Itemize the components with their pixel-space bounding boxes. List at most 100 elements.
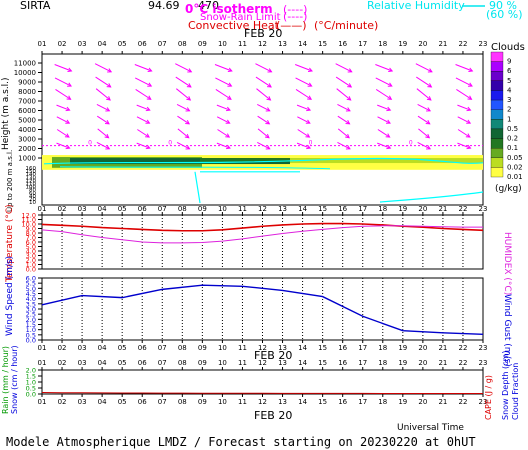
wind-arrow xyxy=(455,64,473,72)
cloud-legend-level: 5 xyxy=(507,77,511,85)
station-name: SIRTA xyxy=(20,0,51,12)
hour-tick-label: 22 xyxy=(458,344,467,352)
cape-axis-label: CAPE (J / g) xyxy=(484,375,493,420)
wind-arrow xyxy=(377,104,391,111)
hour-tick-label: 14 xyxy=(298,344,307,352)
wind-arrow-head xyxy=(305,119,311,124)
cloud-legend-swatch xyxy=(490,119,504,130)
hour-tick-label: 01 xyxy=(38,359,47,367)
rain-panel-frame xyxy=(41,369,484,395)
wind-arrow xyxy=(417,104,431,112)
hour-tick-label: 06 xyxy=(138,205,147,213)
hour-tick-label: 16 xyxy=(338,359,347,367)
convective-unit: (°C/minute) xyxy=(314,19,378,32)
wind-arrow xyxy=(255,63,272,73)
wind-arrow-head xyxy=(145,106,151,112)
hour-top-axis: 01 02 03 04 05 06 07 08 09 10 11 12 13 14 15 16 17 18 19 20… xyxy=(38,40,487,54)
rh-60-label: (60 %) xyxy=(486,8,523,21)
wind-arrow xyxy=(415,63,433,73)
hour-rain-top-axis: 01 02 03 04 05 06 07 08 09 10 11 12 13 14 15 16 17 18 19 20… xyxy=(38,359,488,370)
wind-arrow xyxy=(416,76,432,88)
wind-arrow-head xyxy=(65,106,71,112)
wind-arrow xyxy=(95,76,111,88)
wind-arrow xyxy=(96,104,110,112)
wind-arrow-head xyxy=(104,133,110,139)
wind-arrow-head xyxy=(147,82,153,87)
wind-arrow-head xyxy=(466,119,472,124)
wind-tick-label: 2.5 xyxy=(26,311,36,319)
hour-tick-label: 10 xyxy=(218,344,227,352)
wind-arrow-head xyxy=(467,82,473,87)
convective-key: (——) xyxy=(276,19,307,32)
wind-arrow-head xyxy=(345,107,351,112)
hour-tick-label: 13 xyxy=(278,344,287,352)
hour-tick-label: 10 xyxy=(218,398,227,406)
wind-arrow-head xyxy=(104,120,110,125)
hour-tick-label: 08 xyxy=(178,205,187,213)
wind-arrow-head xyxy=(427,83,433,88)
temperature-tick-label: 10.0 xyxy=(22,221,36,229)
temperature-tick-label: 9.0 xyxy=(26,225,36,233)
cloud-legend-unit: (g/kg) xyxy=(495,184,522,194)
hour-tick-label: 23 xyxy=(479,344,488,352)
wind-arrow-head xyxy=(225,133,231,138)
wind-arrow-head xyxy=(267,83,272,88)
temperature-tick-label: 0.0 xyxy=(26,266,36,274)
cloud-legend-swatch xyxy=(490,138,504,149)
wind-arrow-head xyxy=(466,106,472,112)
wind-arrow xyxy=(335,63,352,73)
wind-arrow xyxy=(176,104,190,112)
hour-tick-label: 22 xyxy=(458,205,467,213)
wind-arrow-head xyxy=(467,95,473,100)
hour-tick-label: 19 xyxy=(398,205,407,213)
hour-tick-label: 10 xyxy=(218,40,227,48)
hour-tick-label: 08 xyxy=(178,398,187,406)
hour-tick-label: 04 xyxy=(98,205,107,213)
hour-tick-label: 06 xyxy=(138,359,147,367)
height-tick-label: 6000 xyxy=(18,107,36,115)
wind-arrow-head xyxy=(427,68,433,73)
wind-tick-label: 4.0 xyxy=(26,295,36,303)
cloud-layer-dense xyxy=(70,158,290,165)
hour-tick-label: 12 xyxy=(258,359,267,367)
wind-arrow-head xyxy=(306,144,312,150)
cloud-legend-level: 3 xyxy=(507,96,511,104)
hour-tick-label: 17 xyxy=(358,205,367,213)
wind-arrow-head xyxy=(426,96,432,101)
hour-tick-label: 02 xyxy=(58,40,67,48)
rain-tick-label: 0.5 xyxy=(26,385,36,393)
cloud-layer-thin xyxy=(290,158,483,164)
humidex-line xyxy=(41,225,483,244)
hour-tick-label: 08 xyxy=(178,344,187,352)
height-lower-tick-label: 20 xyxy=(29,197,36,203)
wind-arrow-head xyxy=(307,82,313,87)
hour-tick-label: 05 xyxy=(118,40,127,48)
wind-arrow xyxy=(175,63,192,73)
wind-arrow-head xyxy=(265,120,271,125)
wind-arrow-head xyxy=(67,82,72,87)
wind-tick-label: 5.5 xyxy=(26,280,36,288)
hour-tick-label: 16 xyxy=(338,344,347,352)
wind-arrow xyxy=(455,77,473,87)
hour-tick-label: 09 xyxy=(198,40,207,48)
date-label-top: FEB 20 xyxy=(244,27,282,40)
hour-tick-label: 11 xyxy=(238,398,247,406)
hour-tick-label: 03 xyxy=(78,205,87,213)
wind-speed-line xyxy=(41,284,484,336)
hour-tick-label: 23 xyxy=(479,359,488,367)
hour-tick-label: 17 xyxy=(358,359,367,367)
hour-tick-label: 23 xyxy=(479,398,488,406)
wind-arrow xyxy=(296,104,311,111)
wind-arrow-head xyxy=(425,133,431,139)
wind-arrow-head xyxy=(306,106,312,112)
wind-arrow-head xyxy=(265,107,271,112)
hour-tick-label: 21 xyxy=(438,40,447,48)
hour-tick-label: 08 xyxy=(178,40,187,48)
rain-series xyxy=(41,392,483,395)
wind-arrow xyxy=(297,116,311,124)
hour-tick-label: 21 xyxy=(438,398,447,406)
height-lower-tick-label: 60 xyxy=(29,191,36,197)
wind-arrow-head xyxy=(426,107,432,112)
hour-tick-label: 09 xyxy=(198,344,207,352)
hour-tick-label: 01 xyxy=(38,344,47,352)
